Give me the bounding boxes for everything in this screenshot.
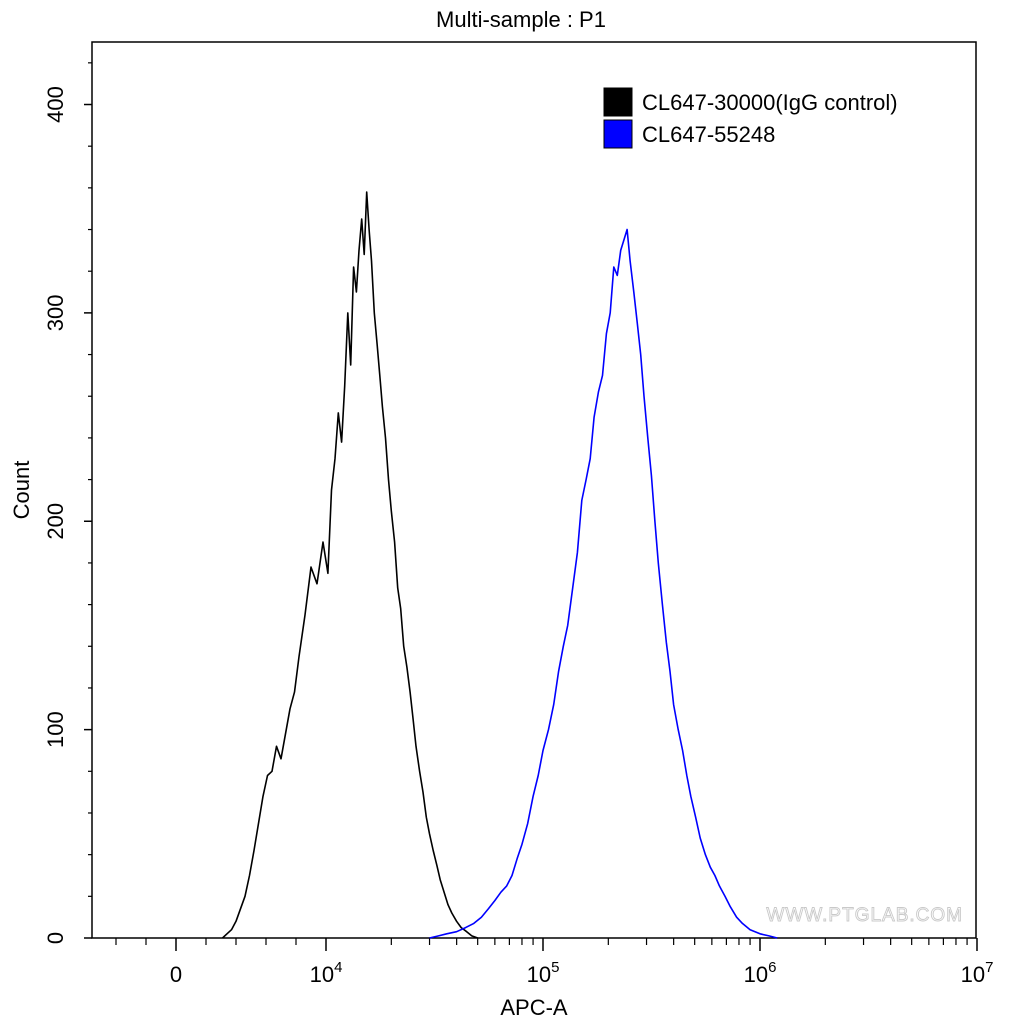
histogram-series: [221, 191, 778, 939]
y-tick-label: 400: [43, 86, 68, 123]
legend: CL647-30000(IgG control) CL647-55248: [603, 87, 898, 149]
x-tick-exponent: 7: [985, 959, 993, 976]
y-axis-title: Count: [9, 461, 34, 520]
x-tick-label: 105: [527, 959, 560, 987]
x-tick-exponent: 5: [551, 959, 559, 976]
y-tick-label: 300: [43, 295, 68, 332]
x-axis-title: APC-A: [500, 995, 568, 1020]
y-tick-label: 0: [43, 932, 68, 944]
x-tick-label: 104: [310, 959, 343, 987]
legend-label: CL647-30000(IgG control): [642, 90, 898, 115]
x-tick-exponent: 6: [768, 959, 776, 976]
y-tick-label: 100: [43, 711, 68, 748]
legend-swatch: [603, 87, 633, 117]
legend-label: CL647-55248: [642, 122, 775, 147]
x-tick-base: 10: [310, 962, 334, 987]
watermark-text: WWW.PTGLAB.COM: [766, 905, 963, 926]
x-tick-exponent: 4: [334, 959, 342, 976]
y-tick-label: 200: [43, 503, 68, 540]
x-tick-base: 10: [527, 962, 551, 987]
y-axis: 0 100 200 300 400: [43, 62, 92, 944]
legend-swatch: [603, 119, 633, 149]
x-tick-label: 106: [744, 959, 777, 987]
series-line-1: [221, 191, 478, 939]
plot-area-frame: [91, 41, 977, 939]
x-tick-base: 0: [170, 962, 182, 987]
plot-title: Multi-sample : P1: [436, 7, 606, 32]
x-tick-label: 0: [170, 962, 182, 987]
x-tick-base: 10: [961, 962, 985, 987]
series-line-2: [429, 228, 778, 939]
x-tick-label: 107: [961, 959, 994, 987]
x-tick-base: 10: [744, 962, 768, 987]
x-axis: 0 104 105 106 107: [115, 938, 994, 987]
